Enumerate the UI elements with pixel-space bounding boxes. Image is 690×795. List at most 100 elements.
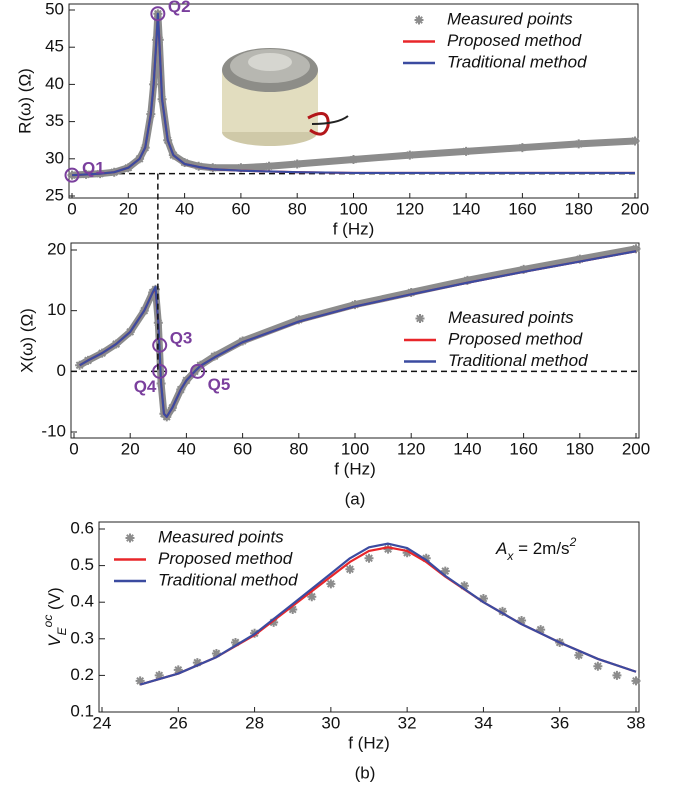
data-point <box>192 658 202 668</box>
x-tick-label: 140 <box>452 199 480 218</box>
legend-label: Proposed method <box>448 329 583 348</box>
legend-label: Measured points <box>448 308 574 327</box>
x-tick-label: 180 <box>566 439 594 458</box>
data-point <box>173 665 183 675</box>
data-point <box>459 581 469 591</box>
inset-photo <box>222 48 349 146</box>
x-tick-label: 60 <box>233 439 252 458</box>
caption: (a) <box>345 489 366 508</box>
x-tick-label: 100 <box>339 199 367 218</box>
legend-label: Measured points <box>447 9 573 28</box>
x-tick-label: 24 <box>93 713 112 732</box>
x-tick-label: 120 <box>397 439 425 458</box>
y-tick-label: 45 <box>45 37 64 56</box>
legend-label: Traditional method <box>158 570 298 589</box>
data-point <box>440 566 450 576</box>
annotation-label: Q1 <box>82 159 105 178</box>
x-tick-label: 160 <box>509 439 537 458</box>
text-part: = 2m/s <box>513 539 569 558</box>
x-tick-label: 80 <box>288 199 307 218</box>
x-axis-label: f (Hz) <box>333 219 375 238</box>
x-tick-label: 140 <box>453 439 481 458</box>
x-tick-label: 40 <box>177 439 196 458</box>
y-tick-label: 35 <box>45 111 64 130</box>
annotation-point <box>152 363 168 379</box>
legend-label: Proposed method <box>158 549 293 568</box>
x-tick-label: 20 <box>119 199 138 218</box>
text-part: E <box>55 626 69 635</box>
data-point <box>536 625 546 635</box>
x-tick-label: 100 <box>341 439 369 458</box>
y-axis-label: X(ω) (Ω) <box>17 308 36 373</box>
legend-label: Traditional method <box>447 52 587 71</box>
y-tick-label: 0 <box>57 361 66 380</box>
data-point <box>575 254 585 264</box>
text-part: x <box>506 549 514 563</box>
data-point <box>307 592 317 602</box>
data-point <box>238 336 248 346</box>
x-tick-label: 40 <box>175 199 194 218</box>
legend-label: Proposed method <box>447 31 582 50</box>
data-point <box>593 661 603 671</box>
x-tick-label: 180 <box>565 199 593 218</box>
data-point <box>631 676 641 686</box>
x-tick-label: 20 <box>121 439 140 458</box>
y-axis-label: R(ω) (Ω) <box>15 68 34 134</box>
x-tick-label: 38 <box>627 713 646 732</box>
x-tick-label: 60 <box>231 199 250 218</box>
y-axis-label: VEoc (V) <box>41 587 69 646</box>
data-point <box>478 594 488 604</box>
data-point <box>292 159 302 169</box>
x-axis-label: f (Hz) <box>348 733 390 752</box>
data-point <box>211 648 221 658</box>
data-point <box>345 564 355 574</box>
x-tick-label: 160 <box>508 199 536 218</box>
annotation-point <box>152 337 168 353</box>
data-point <box>630 136 640 146</box>
x-tick-label: 30 <box>321 713 340 732</box>
y-tick-label: 0.2 <box>70 665 94 684</box>
data-point <box>326 579 336 589</box>
x-tick-label: 26 <box>169 713 188 732</box>
data-point <box>631 244 641 254</box>
y-tick-label: -10 <box>41 421 66 440</box>
annotation-label: Q2 <box>168 0 191 16</box>
annotation-point <box>64 167 80 183</box>
x-tick-label: 0 <box>69 439 78 458</box>
x-tick-label: 80 <box>289 439 308 458</box>
data-point <box>364 553 374 563</box>
y-tick-label: 30 <box>45 148 64 167</box>
plot-frame <box>98 521 640 713</box>
data-point <box>350 300 360 310</box>
text-part: V <box>45 634 64 647</box>
data-point <box>154 670 164 680</box>
data-point <box>180 158 190 168</box>
y-tick-label: 50 <box>45 0 64 18</box>
text-part: A <box>495 539 507 558</box>
data-point <box>517 143 527 153</box>
data-point <box>288 605 298 615</box>
text-part: (V) <box>45 587 64 614</box>
x-tick-label: 32 <box>398 713 417 732</box>
annotation-label: Q4 <box>134 377 157 396</box>
data-point <box>574 650 584 660</box>
data-point <box>405 150 415 160</box>
data-point <box>519 264 529 274</box>
data-point <box>574 139 584 149</box>
series-line <box>71 12 635 177</box>
annotation-label: Q3 <box>170 329 193 348</box>
y-tick-label: 0.3 <box>70 628 94 647</box>
data-point <box>135 676 145 686</box>
data-point <box>231 637 240 647</box>
data-point <box>208 163 218 173</box>
y-tick-label: 0.1 <box>70 701 94 720</box>
x-tick-label: 36 <box>550 713 569 732</box>
y-tick-label: 0.4 <box>70 592 94 611</box>
x-tick-label: 200 <box>621 199 649 218</box>
x-axis-label: f (Hz) <box>334 459 376 478</box>
legend-label: Traditional method <box>448 351 588 370</box>
caption: (b) <box>355 763 376 782</box>
text-part: oc <box>41 615 55 628</box>
y-tick-label: 10 <box>47 300 66 319</box>
